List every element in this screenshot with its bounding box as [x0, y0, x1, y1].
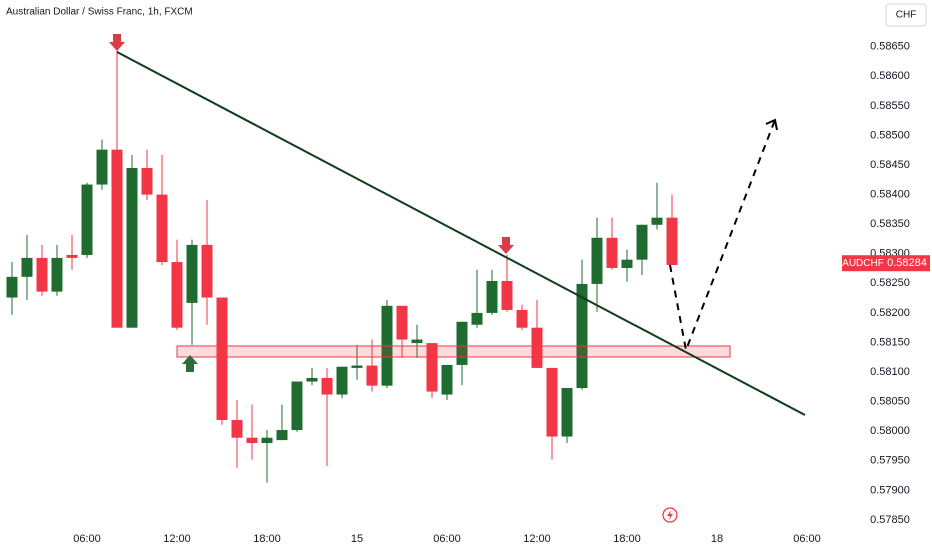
- x-tick-label: 18: [711, 533, 723, 545]
- candle-body: [336, 366, 348, 395]
- y-tick-label: 0.58000: [870, 425, 910, 437]
- event-icon-bolt: [667, 510, 673, 520]
- candle-body: [531, 327, 543, 368]
- candle-body: [141, 167, 153, 195]
- event-icon[interactable]: [662, 507, 678, 523]
- down-arrow: [109, 34, 125, 51]
- candle-body: [81, 184, 93, 255]
- y-tick-label: 0.58050: [870, 396, 910, 408]
- candle-body: [666, 217, 678, 265]
- candle-body: [276, 430, 288, 441]
- candle-body: [606, 237, 618, 268]
- candle-body: [591, 237, 603, 284]
- candle-body: [186, 244, 198, 303]
- chart-title: Australian Dollar / Swiss Franc, 1h, FXC…: [6, 7, 193, 18]
- currency-button[interactable]: [885, 3, 927, 27]
- last-price-label: 0.58284: [887, 257, 927, 269]
- y-tick-label: 0.57850: [870, 514, 910, 526]
- candle-body: [156, 194, 168, 263]
- candle-body: [426, 343, 438, 392]
- candle-body: [111, 149, 123, 328]
- x-tick-label: 06:00: [73, 533, 101, 545]
- candle-body: [306, 377, 318, 382]
- candle-body: [471, 312, 483, 325]
- y-tick-label: 0.58450: [870, 159, 910, 171]
- candle-body: [561, 388, 573, 437]
- last-price-symbol: AUDCHF: [842, 258, 884, 269]
- projection-arrowhead: [765, 118, 778, 131]
- candle-body: [546, 367, 558, 437]
- candle-body: [441, 364, 453, 395]
- x-tick-label: 06:00: [433, 533, 461, 545]
- candle-body: [576, 283, 588, 389]
- x-tick-label: 12:00: [523, 533, 551, 545]
- candle-body: [651, 217, 663, 225]
- y-tick-label: 0.57950: [870, 455, 910, 467]
- candle-body: [321, 377, 333, 395]
- x-tick-label: 12:00: [163, 533, 191, 545]
- candle-body: [501, 280, 513, 310]
- y-tick-label: 0.58150: [870, 336, 910, 348]
- trend-line: [116, 51, 806, 416]
- candle-body: [171, 262, 183, 328]
- candle-body: [96, 149, 108, 185]
- candle-body: [246, 437, 258, 444]
- candle-body: [621, 259, 633, 268]
- currency-label[interactable]: CHF: [896, 10, 917, 21]
- candle-body: [21, 257, 33, 277]
- y-tick-label: 0.58350: [870, 218, 910, 230]
- candle-body: [36, 257, 48, 292]
- down-arrow: [498, 237, 514, 254]
- plot-area: 0.58650 0.58600 0.58550 0.58500 0.58450 0.584…: [6, 41, 930, 545]
- x-tick-label: 15: [351, 533, 363, 545]
- candle-body: [6, 276, 18, 298]
- candle-body: [216, 297, 228, 420]
- candle-body: [231, 419, 243, 438]
- candle-body: [411, 339, 423, 344]
- support-zone: [176, 345, 731, 358]
- last-price-box: [884, 255, 930, 272]
- y-tick-label: 0.57900: [870, 484, 910, 496]
- last-price-symbol-box: [842, 255, 884, 272]
- candle-body: [261, 437, 273, 444]
- y-tick-label: 0.58500: [870, 129, 910, 141]
- y-tick-label: 0.58650: [870, 41, 910, 53]
- x-tick-label: 06:00: [793, 533, 821, 545]
- candle-body: [126, 167, 138, 328]
- y-tick-label: 0.58600: [870, 70, 910, 82]
- y-tick-label: 0.58400: [870, 189, 910, 201]
- candle-body: [516, 309, 528, 328]
- candle-body: [486, 280, 498, 313]
- candle-body: [636, 224, 648, 260]
- candle-body: [366, 365, 378, 386]
- candle-body: [201, 244, 213, 298]
- y-tick-label: 0.58250: [870, 277, 910, 289]
- projection-path: [669, 119, 776, 354]
- x-tick-label: 18:00: [253, 533, 281, 545]
- candle-body: [51, 257, 63, 292]
- y-tick-label: 0.58550: [870, 100, 910, 112]
- candle-body: [396, 305, 408, 340]
- candle-body: [291, 381, 303, 431]
- y-tick-label: 0.58200: [870, 307, 910, 319]
- candle-body: [351, 365, 363, 368]
- candle-body: [456, 321, 468, 365]
- up-arrow: [182, 355, 198, 372]
- candle-body: [66, 254, 78, 258]
- y-tick-label: 0.58100: [870, 366, 910, 378]
- x-tick-label: 18:00: [613, 533, 641, 545]
